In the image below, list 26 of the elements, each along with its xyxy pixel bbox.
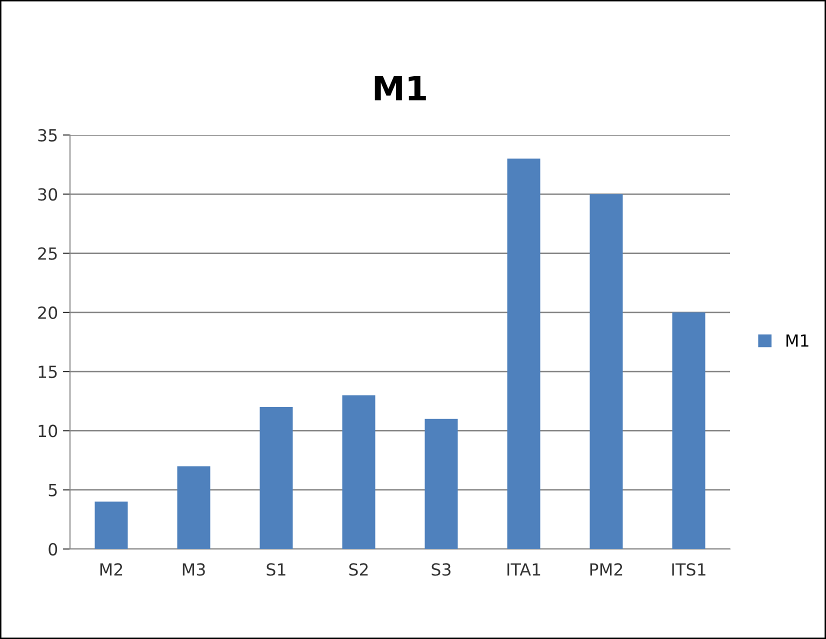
bar xyxy=(507,158,540,549)
y-tick-label: 30 xyxy=(38,188,58,201)
bar xyxy=(260,407,293,549)
bar xyxy=(590,194,623,549)
bar xyxy=(424,418,458,549)
y-tick-label: 15 xyxy=(38,366,57,378)
bar xyxy=(177,466,210,549)
x-tick-label: PM2 xyxy=(590,563,622,576)
x-tick-label: M3 xyxy=(182,563,205,576)
x-tick-label: ITS1 xyxy=(672,563,706,576)
x-tick-label: S1 xyxy=(266,563,286,576)
y-tick-label: 0 xyxy=(48,542,58,556)
x-tick-label: ITA1 xyxy=(507,563,540,576)
x-tick-label: S3 xyxy=(432,563,451,576)
y-tick-label: 20 xyxy=(38,306,58,319)
legend-label: M1 xyxy=(786,334,808,347)
y-tick-label: 25 xyxy=(38,247,57,260)
y-tick-label: 5 xyxy=(48,484,57,496)
chart-title: M1 xyxy=(374,76,426,100)
bar xyxy=(342,395,376,549)
y-tick-label: 10 xyxy=(38,424,58,438)
y-tick-label: 35 xyxy=(38,128,57,142)
x-tick-label: S2 xyxy=(349,563,368,576)
bar xyxy=(94,502,128,549)
x-tick-label: M2 xyxy=(100,563,122,576)
bar xyxy=(672,312,706,549)
